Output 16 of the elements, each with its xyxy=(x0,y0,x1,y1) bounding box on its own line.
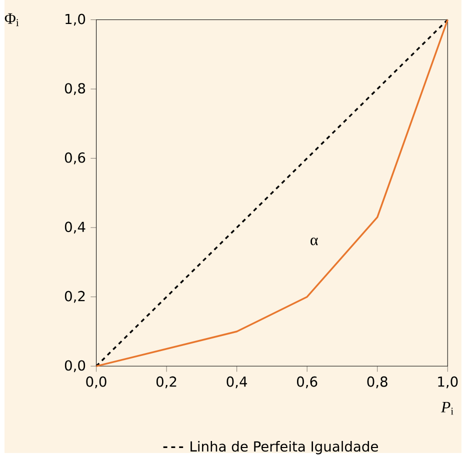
x-axis-title: P$_{i}$ xyxy=(440,402,454,415)
annotation: α xyxy=(310,238,318,246)
x-tick-label: 0,0 xyxy=(86,376,106,388)
y-tick-label: 0,8 xyxy=(64,83,86,96)
y-tick-label: 0,4 xyxy=(64,222,86,234)
legend-label: Linha de Perfeita Igualdade xyxy=(190,441,378,454)
y-tick-label: 0,2 xyxy=(64,291,85,303)
y-tick-label: 0,0 xyxy=(64,360,86,372)
x-tick-label: 0,2 xyxy=(156,376,176,388)
x-tick-label: 0,6 xyxy=(297,376,318,388)
y-tick-label: 1,0 xyxy=(66,14,86,26)
y-axis-title: Φ$_{i}$ xyxy=(4,14,19,26)
x-tick-label: 1,0 xyxy=(438,376,458,388)
y-tick-label: 0,6 xyxy=(64,152,86,164)
x-tick-label: 0,4 xyxy=(226,376,248,388)
x-tick-label: 0,8 xyxy=(367,376,388,388)
